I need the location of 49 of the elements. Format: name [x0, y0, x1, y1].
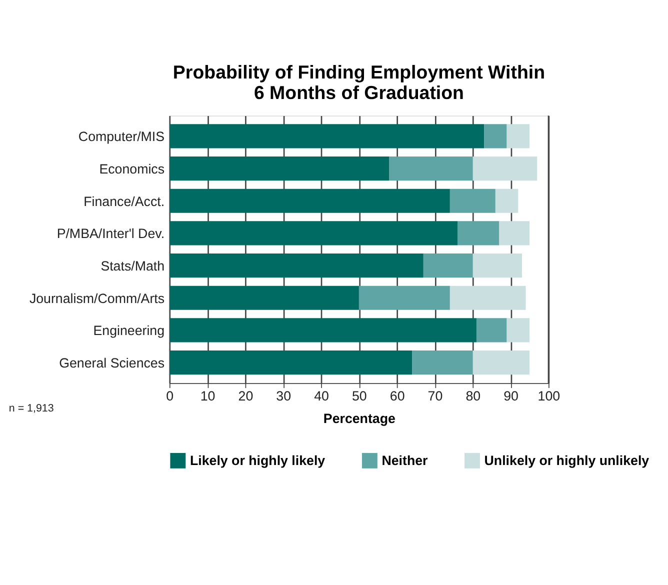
bar [484, 124, 507, 148]
x-tick-label: 30 [276, 388, 292, 404]
bar [506, 318, 530, 342]
legend-label: Likely or highly likely [190, 453, 326, 468]
bar [476, 318, 507, 342]
bar [169, 188, 450, 213]
bar [472, 156, 538, 181]
bar [169, 124, 484, 148]
y-tick-label: Computer/MIS [78, 129, 165, 144]
chart-title: Probability of Finding Employment Within 6 Months of Graduation [172, 61, 546, 103]
legend-label: Unlikely or highly unlikely [484, 453, 650, 468]
text: n = 1,913 [8, 402, 54, 415]
y-tick-label: Finance/Acct. [84, 194, 165, 209]
bar [389, 156, 473, 181]
x-tick-label: 0 [166, 388, 174, 404]
legend-label: Neither [382, 453, 428, 468]
bar [169, 318, 476, 342]
y-tick-label: Engineering [93, 323, 165, 338]
bar [472, 350, 530, 375]
x-tick-label: 90 [504, 388, 518, 404]
bar [423, 254, 473, 278]
bar [169, 350, 412, 375]
x-tick-label: 70 [428, 388, 443, 404]
x-tick-label: 20 [238, 388, 254, 404]
bar [450, 188, 496, 213]
bar [450, 286, 526, 310]
x-tick-label: 50 [352, 388, 367, 404]
x-tick-label: 100 [538, 388, 560, 404]
bar [169, 156, 390, 181]
y-tick-label: Stats/Math [100, 258, 165, 274]
bar [499, 221, 530, 246]
bar [169, 286, 359, 310]
y-tick-label: Economics [99, 161, 165, 176]
y-tick-label: Journalism/Comm/Arts [29, 290, 165, 306]
y-tick-label: General Sciences [59, 355, 165, 370]
x-tick-label: 10 [200, 388, 216, 404]
y-tick-label: P/MBA/Inter'l Dev. [56, 226, 165, 242]
bar [358, 286, 450, 310]
bar [495, 188, 518, 213]
bar [472, 254, 522, 278]
bar [506, 124, 530, 148]
x-tick-label: 40 [314, 388, 329, 404]
bar [412, 350, 473, 375]
x-tick-label: 60 [390, 388, 405, 404]
x-axis-title: Percentage [323, 410, 396, 426]
x-tick-label: 80 [466, 388, 481, 404]
bar [169, 221, 458, 246]
bar [458, 221, 500, 246]
bar [169, 254, 424, 278]
